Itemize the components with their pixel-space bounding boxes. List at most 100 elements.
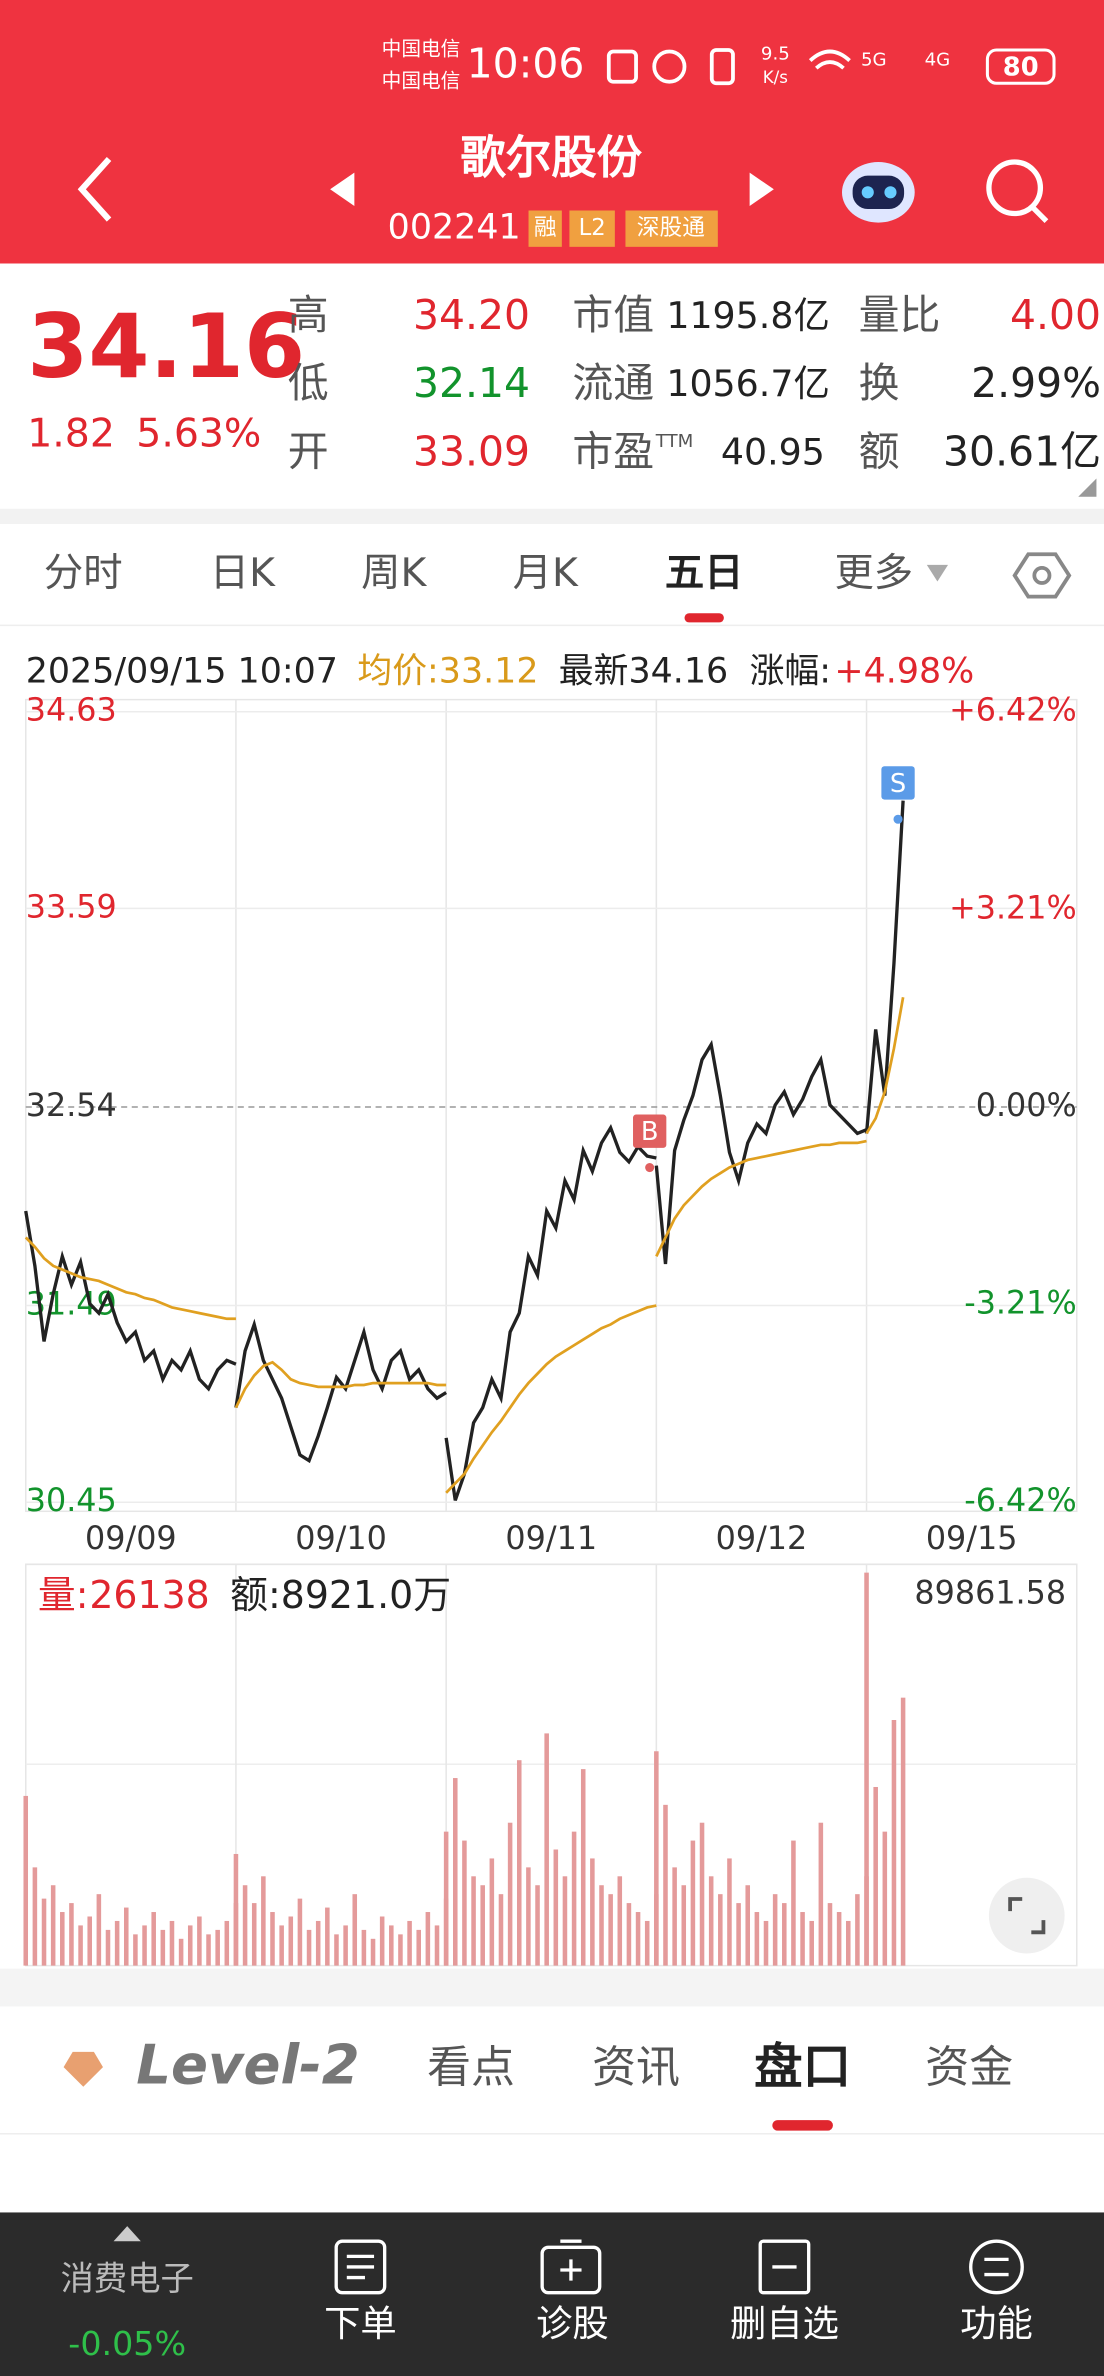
stat-label: 高 (288, 291, 329, 339)
volume-bar (791, 1840, 796, 1966)
volume-bar (87, 1916, 92, 1966)
assistant-icon[interactable] (842, 162, 915, 223)
volume-bar (50, 1885, 56, 1966)
x-tick-label: 09/09 (85, 1520, 177, 1557)
clock: 10:06 (467, 40, 585, 88)
nav-icons (334, 2239, 1024, 2295)
volume-bar (900, 1697, 906, 1966)
charts: 34.6333.5932.5431.4930.45+6.42%+3.21%0.0… (23, 692, 1077, 1966)
section-tab[interactable]: Level-2 (136, 2033, 359, 2097)
volume-bar (215, 1929, 220, 1966)
volume-bar (736, 1903, 741, 1966)
tab[interactable]: 分时 (44, 550, 123, 596)
trade-marker (633, 1114, 667, 1148)
battery (985, 48, 1056, 85)
volume-bar (855, 1894, 860, 1966)
tab[interactable]: 更多 (834, 550, 913, 596)
nav-labels: 下单 诊股 删自选 功能 (324, 2302, 1033, 2345)
volume-bar (663, 1804, 668, 1966)
section-tab[interactable]: 看点 (427, 2042, 515, 2093)
average-line (865, 997, 905, 1135)
tab-bar: 分时 日K 周K 月K 五日 更多 (44, 550, 913, 596)
badge (569, 210, 615, 247)
network: 5G (861, 50, 887, 71)
tab[interactable]: 日K (210, 550, 276, 596)
y-tick-label: 33.59 (26, 888, 117, 925)
stock-code: 002241 (388, 208, 521, 248)
volume-bar (151, 1912, 156, 1966)
tab[interactable]: 月K (513, 550, 579, 596)
fullscreen-button[interactable] (988, 1877, 1065, 1954)
section-tab[interactable]: 资金 (925, 2042, 1013, 2093)
stat-label: 市值 (572, 291, 654, 339)
volume-bar (160, 1929, 166, 1966)
volume-bar (635, 1912, 641, 1966)
battery-level: 80 (1003, 53, 1039, 83)
badge-text: 融 (534, 215, 557, 241)
stat-value: 40.95 (721, 430, 825, 473)
volume-bar (507, 1822, 513, 1966)
volume-bar (270, 1912, 275, 1966)
nav-item[interactable]: 删自选 (730, 2302, 839, 2345)
volume-bar (389, 1925, 394, 1966)
volume-bar (727, 1858, 732, 1966)
status-icons (606, 48, 851, 86)
chart-change: +4.98% (834, 651, 974, 691)
stat-value: 2.99% (971, 359, 1101, 407)
trade-marker (881, 766, 915, 800)
stat-value: 30.61亿 (943, 427, 1101, 475)
level2-icon (63, 2051, 103, 2087)
volume-bar (489, 1858, 495, 1966)
volume-bar (352, 1894, 358, 1966)
volume-bar (562, 1876, 568, 1966)
volume-bar (836, 1912, 842, 1966)
stats: 高 34.20 市值 1195.8亿 量比 4.00 低 32.14 流通 10… (288, 291, 1101, 475)
x-tick-label: 09/11 (505, 1520, 597, 1557)
back-button[interactable] (77, 156, 112, 222)
volume-bar (169, 1920, 175, 1966)
volume-bar (69, 1903, 74, 1966)
nav-item[interactable]: 下单 (324, 2302, 397, 2345)
chart-average: 均价:33.12 (357, 651, 538, 691)
nav-item[interactable]: 功能 (960, 2302, 1033, 2345)
badge (625, 210, 718, 247)
volume-bar (827, 1903, 833, 1966)
volume-bar (571, 1831, 577, 1966)
volume-bar (133, 1934, 138, 1966)
stat-label: 额 (859, 427, 900, 475)
volume-bar (251, 1903, 257, 1966)
volume-bar (315, 1920, 321, 1966)
tab[interactable]: 周K (361, 550, 427, 596)
price-line (864, 800, 905, 1134)
volume-bar (288, 1916, 294, 1966)
separator (0, 1968, 1104, 2007)
price-line (24, 1210, 237, 1392)
nav-item[interactable]: 诊股 (536, 2302, 609, 2345)
volume-bar (772, 1894, 778, 1966)
stat-value: 1195.8亿 (666, 294, 829, 337)
volume-value: 26138 (89, 1573, 209, 1617)
settings-button[interactable] (1012, 552, 1072, 599)
volume-bar (818, 1822, 824, 1966)
y2-tick-label: +6.42% (949, 692, 1077, 729)
search-button[interactable] (986, 159, 1049, 223)
volume-bar (480, 1885, 485, 1966)
tab-active[interactable]: 五日 (665, 550, 744, 596)
volume-bar (526, 1867, 531, 1966)
carrier: 中国电信 (382, 69, 461, 92)
trade-marker-dot (645, 1163, 655, 1173)
section-tab[interactable]: 资讯 (592, 2042, 680, 2093)
price-line (234, 1318, 448, 1464)
section-tab-bar: 看点 资讯 盘口 资金 (427, 2039, 1013, 2095)
badge-text: L2 (579, 215, 606, 241)
stock-name: 歌尔股份 (460, 131, 642, 184)
y-tick-label: 89861.58 (914, 1575, 1066, 1612)
volume-bar (416, 1929, 421, 1966)
sector-name[interactable]: 消费电子 (61, 2259, 194, 2298)
section-tab-active[interactable]: 盘口 (754, 2039, 851, 2095)
volume-bar (124, 1907, 129, 1966)
volume-bar (434, 1925, 440, 1966)
price-chart-frame (24, 698, 1078, 1513)
expand-arrow[interactable] (113, 2226, 141, 2242)
